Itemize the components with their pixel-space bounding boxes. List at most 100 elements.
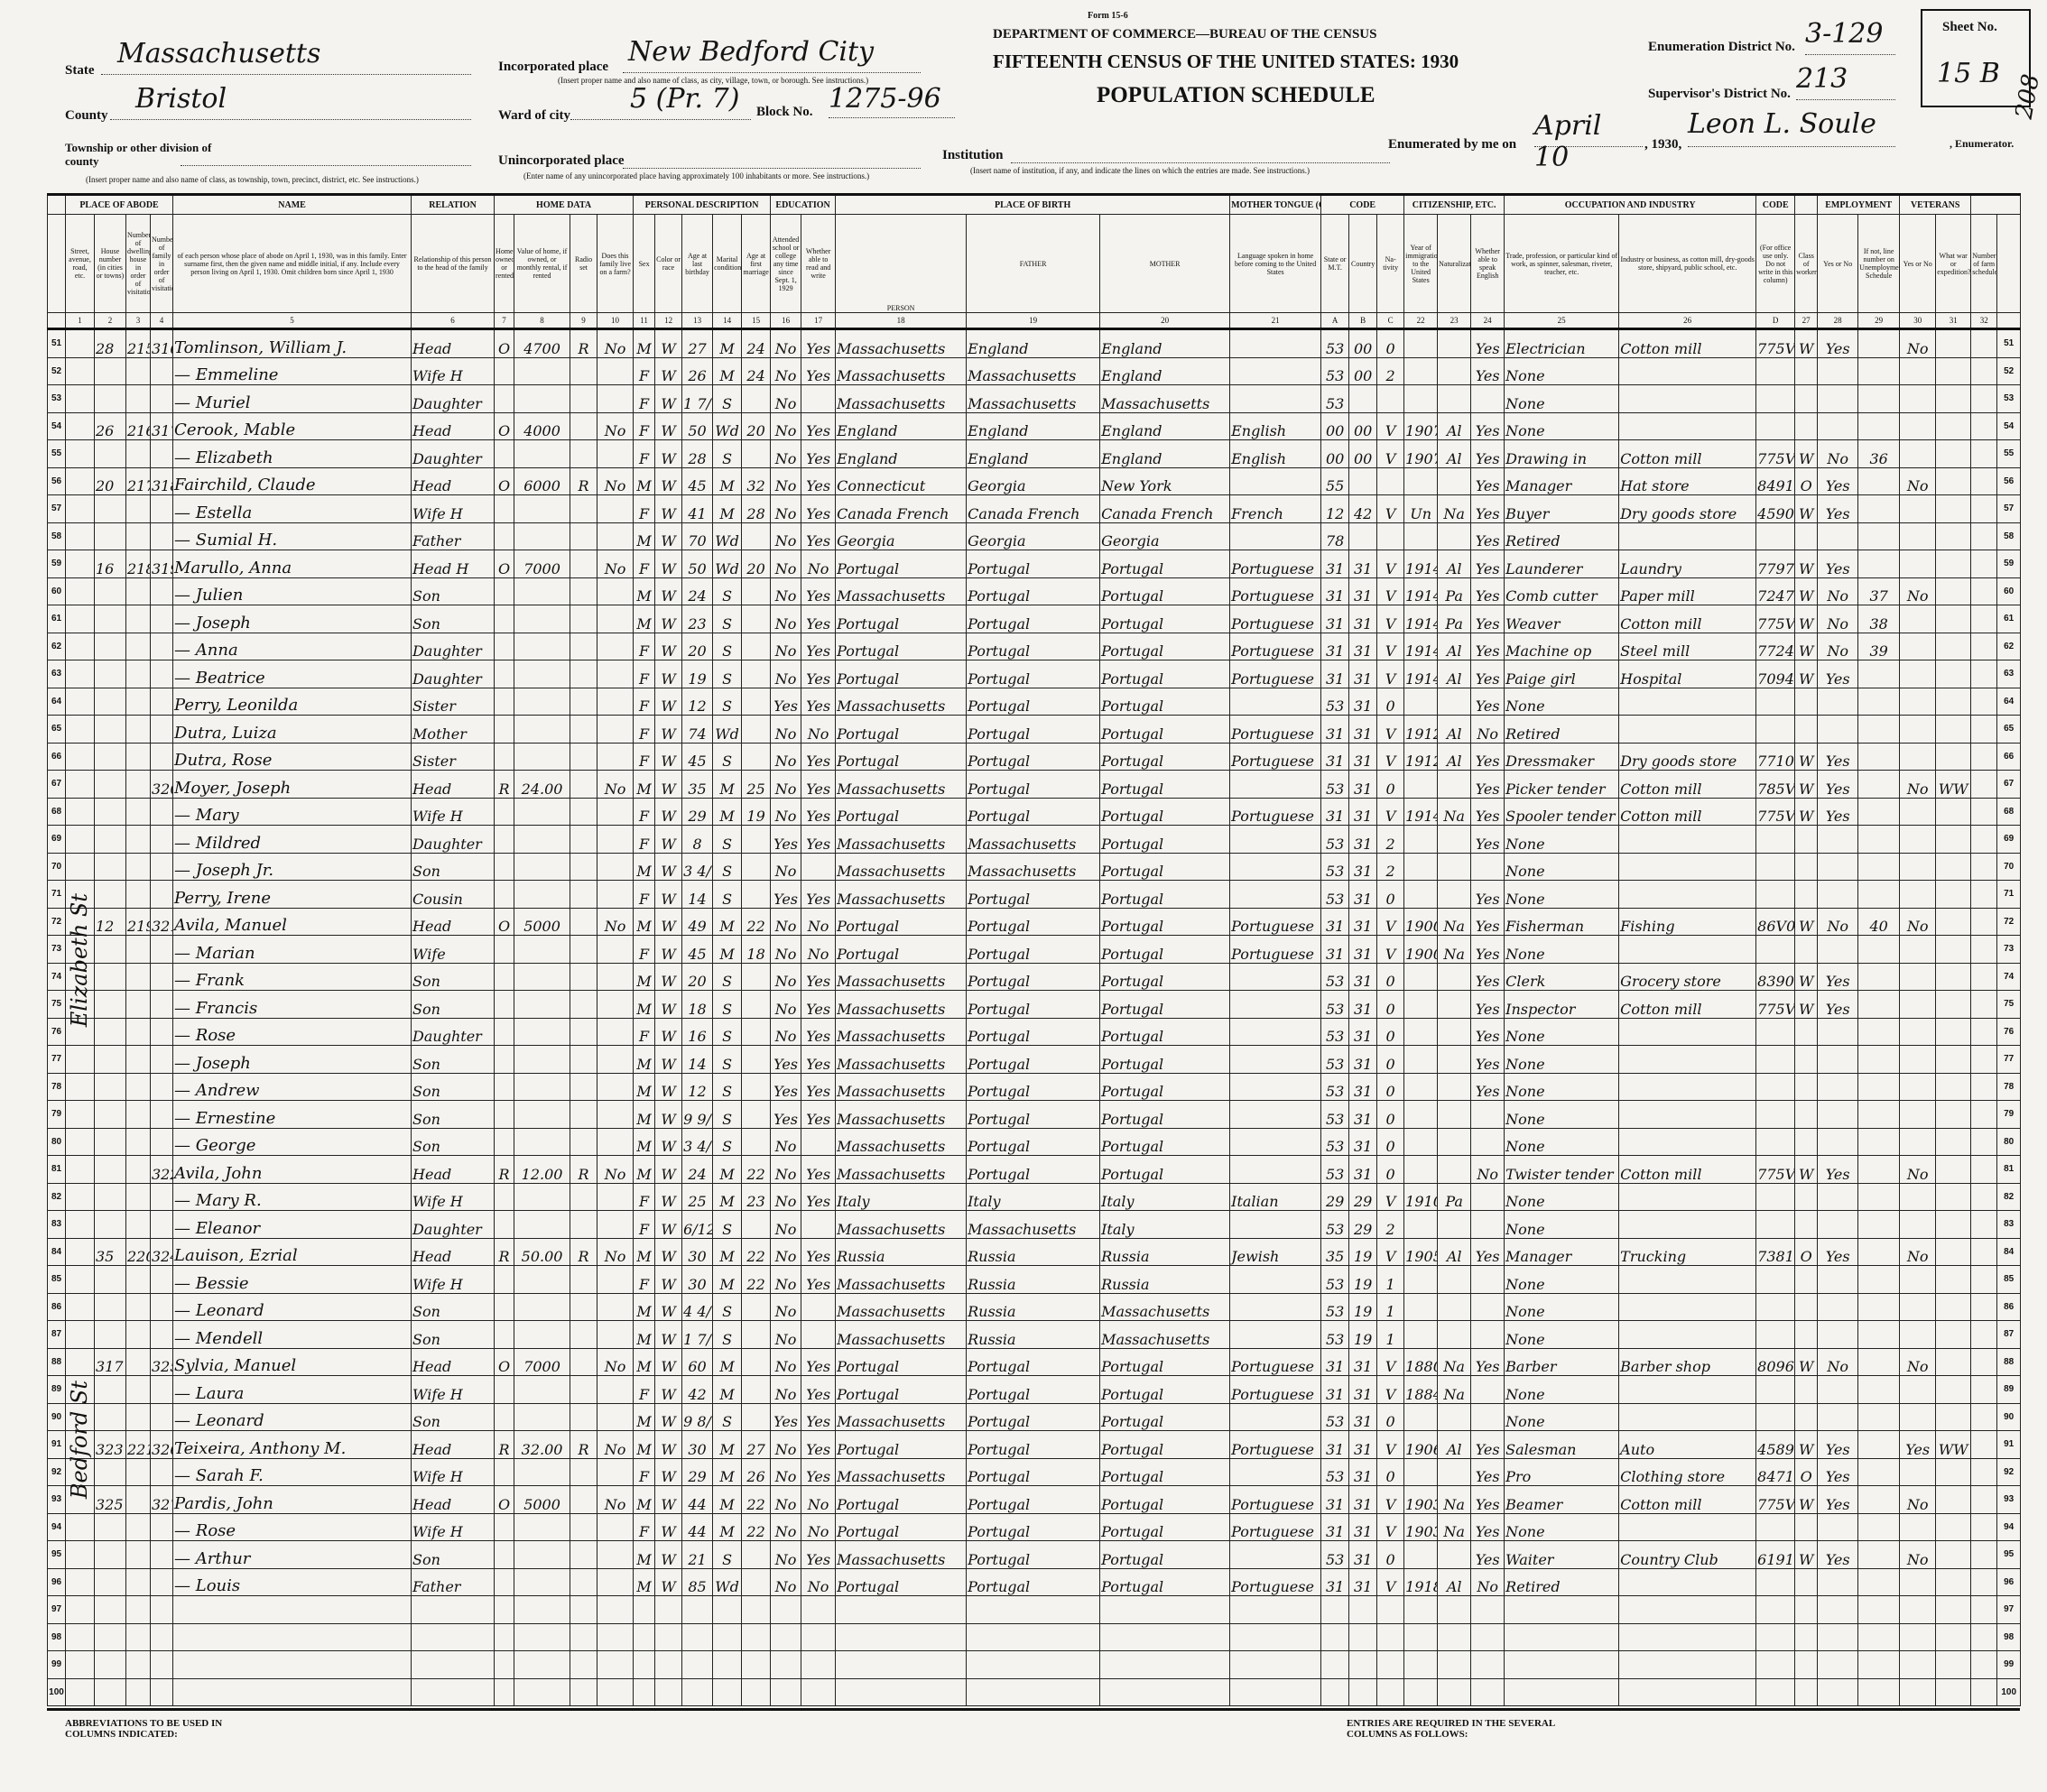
code-b-cell: 31	[1348, 1485, 1378, 1514]
war-cell	[1935, 356, 1972, 385]
at-work-cell	[1817, 356, 1859, 385]
birthplace-cell: Massachusetts	[835, 852, 968, 881]
father-birthplace-cell: Portugal	[966, 770, 1101, 799]
incorporated-field: New Bedford City	[623, 36, 921, 73]
column-number-row: 1 2 3 4 5 6 7 8 9 10 11 12 13 14 15 16 17 18 19 20 21 A B C 22 23…	[47, 312, 2022, 330]
code-b-cell: 31	[1348, 605, 1378, 633]
dwelling-number-cell	[125, 687, 151, 716]
sex-cell: F	[633, 384, 656, 413]
race-cell: W	[654, 1540, 683, 1569]
dwelling-number-cell	[125, 1650, 151, 1679]
code-b-cell	[1348, 384, 1378, 413]
column-number: 20	[1099, 312, 1231, 330]
occupation-cell: None	[1504, 1072, 1620, 1101]
race-cell: W	[654, 356, 683, 385]
radio-cell	[570, 356, 598, 385]
naturalization-cell	[1437, 1292, 1472, 1321]
column-header	[1996, 214, 2022, 313]
unemployment-line-cell	[1857, 852, 1901, 881]
age-cell	[681, 1595, 714, 1624]
class-of-worker-cell	[1794, 1045, 1819, 1074]
naturalization-cell: Al	[1437, 742, 1472, 771]
class-of-worker-cell	[1794, 1127, 1819, 1156]
race-cell: W	[654, 825, 683, 854]
home-value-cell	[514, 1375, 571, 1404]
occupation-cell: Inspector	[1504, 990, 1620, 1019]
family-number-cell	[149, 1567, 174, 1596]
unemployment-line-cell	[1857, 935, 1901, 964]
class-of-worker-cell: W	[1794, 907, 1819, 936]
immigration-year-cell: 1907	[1403, 439, 1439, 468]
speaks-english-cell: Yes	[1470, 550, 1505, 578]
race-cell: W	[654, 384, 683, 413]
code-a-cell: 31	[1320, 742, 1350, 771]
industry-cell: Hospital	[1618, 660, 1757, 688]
radio-cell	[570, 825, 598, 854]
age-first-marriage-cell: 27	[741, 1430, 772, 1459]
father-birthplace-cell: Portugal	[966, 577, 1101, 605]
code-b-cell: 19	[1348, 1265, 1378, 1294]
war-cell: WW	[1935, 770, 1972, 799]
speaks-english-cell: Yes	[1470, 1512, 1505, 1541]
naturalization-cell: Pa	[1437, 605, 1472, 633]
column-header: Trade, profession, or particular kind of…	[1504, 214, 1620, 313]
at-work-cell: Yes	[1817, 742, 1859, 771]
father-birthplace-cell: Russia	[966, 1237, 1101, 1266]
street-cell	[65, 494, 95, 523]
street-cell	[65, 825, 95, 854]
age-cell: 23	[681, 605, 714, 633]
race-cell: W	[654, 411, 683, 440]
mother-tongue-cell	[1229, 1402, 1322, 1431]
table-row: 93325327Pardis, JohnHeadO5000NoMW44M22No…	[47, 1485, 2022, 1514]
age-cell: 30	[681, 1237, 714, 1266]
unemployment-line-cell	[1857, 1210, 1901, 1239]
relation-cell: Daughter	[411, 660, 496, 688]
school-cell	[770, 1622, 802, 1651]
occupation-cell: Waiter	[1504, 1540, 1620, 1569]
home-tenure-cell	[494, 990, 515, 1019]
age-first-marriage-cell	[741, 1017, 772, 1046]
marital-status-cell: S	[712, 632, 743, 660]
name-cell: — Beatrice	[172, 660, 412, 688]
speaks-english-cell: Yes	[1470, 1347, 1505, 1376]
mother-birthplace-cell: Portugal	[1099, 852, 1231, 881]
read-write-cell: No	[801, 907, 837, 936]
relation-cell	[411, 1677, 496, 1706]
age-cell: 14	[681, 880, 714, 909]
at-work-cell	[1817, 1595, 1859, 1624]
relation-cell: Sister	[411, 742, 496, 771]
at-work-cell	[1817, 1292, 1859, 1321]
house-number-cell	[94, 770, 126, 799]
unemployment-line-cell	[1857, 550, 1901, 578]
marital-status-cell: S	[712, 605, 743, 633]
column-number: 16	[770, 312, 802, 330]
farm-schedule-cell	[1970, 1072, 1998, 1101]
family-number-cell: 324	[149, 1237, 174, 1266]
column-number: 22	[1403, 312, 1439, 330]
speaks-english-cell: Yes	[1470, 466, 1505, 495]
unemployment-line-cell	[1857, 1622, 1901, 1651]
name-cell: — Elizabeth	[172, 439, 412, 468]
mother-tongue-cell: Portuguese	[1229, 1347, 1322, 1376]
code-a-cell: 53	[1320, 1127, 1350, 1156]
unemployment-line-cell	[1857, 770, 1901, 799]
occupation-cell: None	[1504, 1127, 1620, 1156]
house-number-cell	[94, 522, 126, 550]
race-cell: W	[654, 687, 683, 716]
at-work-cell	[1817, 1320, 1859, 1349]
column-header: Sex	[633, 214, 656, 313]
sex-cell: F	[633, 1017, 656, 1046]
mother-tongue-cell: Portuguese	[1229, 1375, 1322, 1404]
farm-cell	[597, 797, 634, 826]
industry-cell	[1618, 1650, 1757, 1679]
farm-schedule-cell	[1970, 797, 1998, 826]
farm-cell	[597, 1320, 634, 1349]
sex-cell: F	[633, 550, 656, 578]
home-value-cell	[514, 632, 571, 660]
street-cell	[65, 466, 95, 495]
marital-status-cell: S	[712, 1127, 743, 1156]
read-write-cell: Yes	[801, 880, 837, 909]
column-header: Age at first marriage	[741, 214, 772, 313]
house-number-cell	[94, 439, 126, 468]
birthplace-cell: Portugal	[835, 907, 968, 936]
